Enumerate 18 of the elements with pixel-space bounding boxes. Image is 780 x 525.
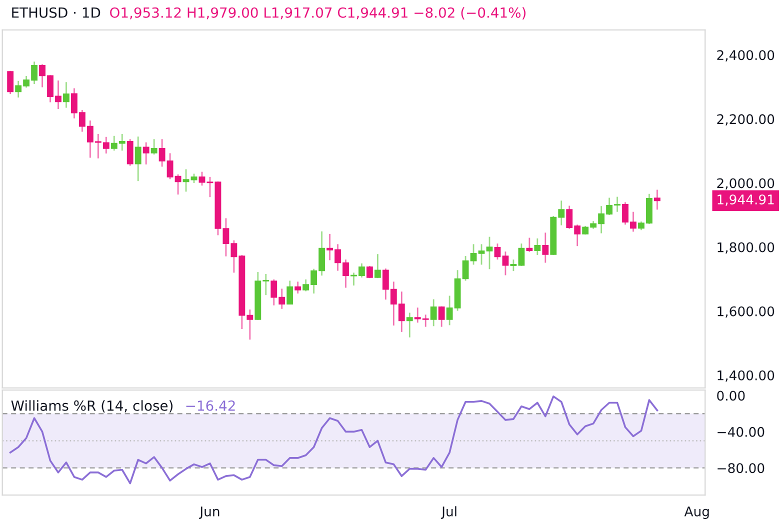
y-tick-label: 2,200.00: [717, 114, 774, 126]
x-tick-label: Jun: [198, 506, 220, 519]
y-tick-label: 1,600.00: [718, 306, 774, 318]
y-tick-label: 0.00: [717, 390, 745, 401]
chart-title: ETHUSD · 1D: [12, 7, 100, 18]
y-tick-label: −80.00: [718, 463, 764, 474]
text: Williams %R (14, close): [11, 400, 173, 413]
y-tick-label: 1,400.00: [718, 370, 774, 382]
annotation: −16.42: [186, 400, 235, 411]
y-tick-label: −40.00: [718, 426, 764, 437]
x-tick-label: Jul: [440, 506, 456, 519]
chart-subtitle: O1,953.12 H1,979.00 L1,917.07 C1,944.91 −8.02 (−0.41%): [110, 7, 526, 20]
text: 1,944.91: [718, 194, 774, 206]
y-tick-label: 2,400.00: [717, 50, 774, 62]
x-tick-label: Aug: [684, 506, 709, 519]
y-tick-label: 1,800.00: [718, 242, 774, 254]
line-series: [9, 396, 658, 484]
y-tick-label: 2,000.00: [717, 178, 774, 190]
